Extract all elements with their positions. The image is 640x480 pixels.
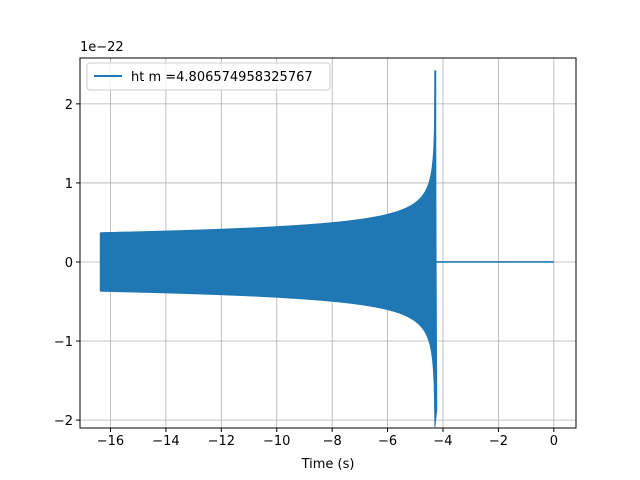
x-tick-label: −2: [489, 434, 508, 449]
x-axis-title: Time (s): [301, 457, 355, 472]
x-tick-label: −8: [323, 434, 342, 449]
x-axis: −16 −14 −12 −10 −8 −6 −4 −2 0: [97, 428, 558, 449]
series-layer: [99, 70, 554, 428]
y-offset-label: 1e−22: [80, 40, 124, 55]
x-tick-label: 0: [550, 434, 558, 449]
x-tick-label: −10: [263, 434, 290, 449]
x-tick-label: −14: [152, 434, 179, 449]
plot-frame: [79, 57, 577, 429]
legend-box: [86, 62, 331, 91]
y-tick-label: −1: [54, 335, 73, 350]
legend: ht m =4.806574958325767: [86, 62, 331, 91]
y-tick-label: −2: [54, 414, 73, 429]
x-tick-label: −4: [433, 434, 452, 449]
legend-label: ht m =4.806574958325767: [131, 70, 313, 85]
x-tick-label: −6: [378, 434, 397, 449]
x-tick-label: −12: [208, 434, 235, 449]
y-tick-label: 0: [65, 256, 73, 271]
y-tick-label: 2: [65, 98, 73, 113]
series-ht-envelope: [100, 70, 438, 428]
x-tick-label: −16: [97, 434, 124, 449]
y-axis: −2 −1 0 1 2: [54, 98, 80, 429]
y-tick-label: 1: [65, 177, 73, 192]
